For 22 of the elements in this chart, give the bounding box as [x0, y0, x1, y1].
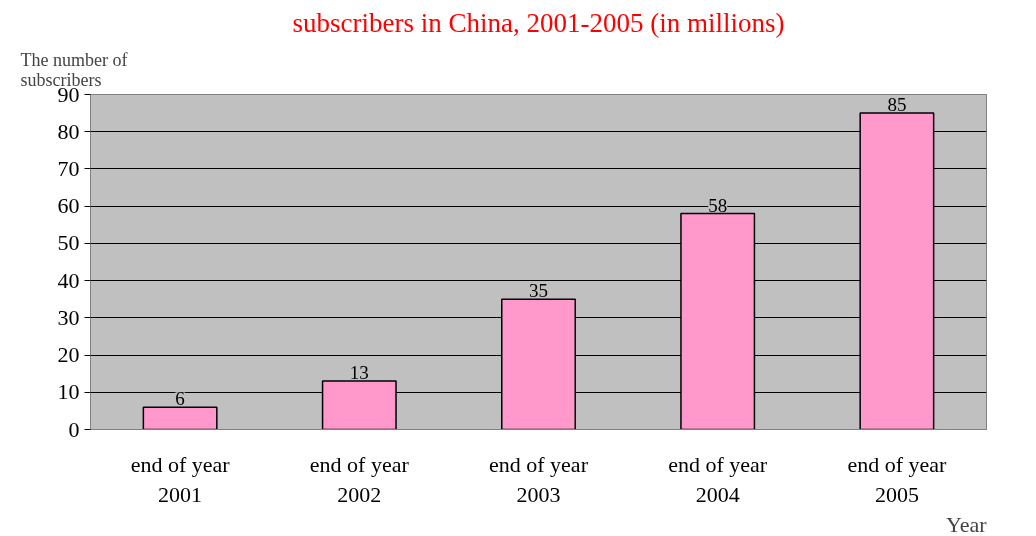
- chart-title: subscribers in China, 2001-2005 (in millions): [292, 7, 785, 38]
- y-tick-label: 70: [57, 155, 80, 181]
- y-tick-label: 0: [68, 416, 80, 442]
- y-tick-label: 30: [57, 304, 80, 330]
- x-axis-title: Year: [945, 511, 988, 536]
- x-tick-label: end of year 2005: [847, 451, 948, 507]
- y-tick-label: 20: [57, 342, 80, 368]
- y-tick-label: 10: [57, 379, 80, 405]
- bar: [142, 406, 218, 430]
- y-tick-label: 80: [57, 118, 80, 144]
- data-label: 6: [175, 388, 185, 410]
- data-label: 13: [349, 362, 369, 384]
- x-tick-label: end of year 2001: [130, 451, 231, 507]
- x-tick-label: end of year 2003: [489, 451, 589, 507]
- y-tick-label: 50: [57, 230, 80, 256]
- data-label: 58: [708, 194, 728, 216]
- y-tick-label: 40: [57, 267, 80, 293]
- y-tick-label: 60: [57, 193, 80, 219]
- x-tick-label: end of year 2004: [668, 451, 768, 507]
- data-label: 85: [887, 94, 907, 116]
- x-tick-label: end of year 2002: [309, 451, 410, 507]
- data-label: 35: [529, 280, 548, 302]
